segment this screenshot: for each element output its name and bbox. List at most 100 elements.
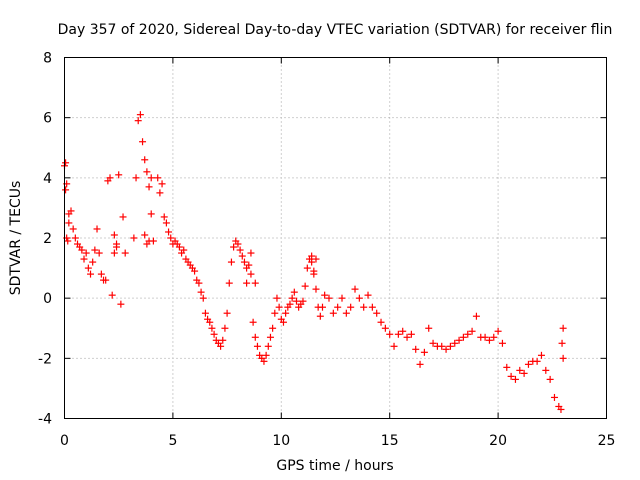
data-point [110, 231, 118, 239]
data-point [219, 336, 227, 344]
data-point [290, 288, 298, 296]
data-point [342, 309, 350, 317]
data-point [134, 117, 142, 125]
data-point [191, 267, 199, 275]
data-point [520, 369, 528, 377]
data-point [230, 243, 238, 251]
data-point [78, 246, 86, 254]
data-point [524, 360, 532, 368]
data-point [62, 159, 70, 167]
data-point [442, 345, 450, 353]
data-point [82, 249, 90, 257]
data-point [394, 330, 402, 338]
data-point [282, 309, 290, 317]
data-point [390, 342, 398, 350]
data-point [329, 309, 337, 317]
data-point [351, 285, 359, 293]
data-point [301, 282, 309, 290]
data-point [160, 213, 168, 221]
data-point [121, 249, 129, 257]
data-point [93, 225, 101, 233]
y-tick-label: -4 [38, 412, 52, 428]
data-point [65, 219, 73, 227]
data-point [334, 303, 342, 311]
data-point [325, 294, 333, 302]
data-point [71, 234, 79, 242]
data-point [542, 366, 550, 374]
data-point [546, 375, 554, 383]
data-point [132, 174, 140, 182]
data-point [468, 327, 476, 335]
data-point [399, 327, 407, 335]
data-point [240, 258, 248, 266]
data-point [425, 324, 433, 332]
data-point [438, 342, 446, 350]
data-point [223, 309, 231, 317]
y-tick-label: 4 [43, 171, 52, 187]
data-point [455, 336, 463, 344]
chart-title: Day 357 of 2020, Sidereal Day-to-day VTE… [58, 22, 613, 38]
data-point [412, 345, 420, 353]
x-tick-label: 20 [489, 433, 507, 449]
data-point [95, 249, 103, 257]
data-point [416, 360, 424, 368]
y-axis-label: SDTVAR / TECUs [8, 181, 24, 296]
data-point [249, 318, 257, 326]
data-point [321, 291, 329, 299]
data-point [403, 333, 411, 341]
data-point [139, 138, 147, 146]
data-point [210, 330, 218, 338]
data-point [429, 339, 437, 347]
data-point [197, 288, 205, 296]
data-point [533, 357, 541, 365]
data-point [490, 333, 498, 341]
data-point [299, 297, 307, 305]
data-point [260, 357, 268, 365]
data-point [451, 339, 459, 347]
data-point [347, 303, 355, 311]
data-point [557, 405, 565, 413]
data-point [251, 279, 259, 287]
y-tick-label: 8 [43, 51, 52, 67]
data-point [234, 240, 242, 248]
plot-frame [64, 57, 607, 419]
data-point [312, 255, 320, 263]
data-point [143, 168, 151, 176]
data-point [381, 324, 389, 332]
data-point [420, 348, 428, 356]
data-point [162, 219, 170, 227]
data-point [89, 258, 97, 266]
data-point [308, 252, 316, 260]
data-point [472, 312, 480, 320]
data-point [559, 324, 567, 332]
y-tick-label: 0 [43, 291, 52, 307]
data-point [507, 372, 515, 380]
data-point [238, 252, 246, 260]
data-point [119, 213, 127, 221]
data-point [69, 225, 77, 233]
data-point [386, 330, 394, 338]
x-tick-label: 0 [60, 433, 69, 449]
data-point [113, 243, 121, 251]
y-tick-label: 6 [43, 111, 52, 127]
data-point [145, 237, 153, 245]
data-point [446, 342, 454, 350]
data-point [62, 186, 70, 194]
data-point [275, 303, 283, 311]
data-point [167, 234, 175, 242]
data-point [115, 171, 123, 179]
data-point [516, 366, 524, 374]
data-point [269, 324, 277, 332]
data-point [360, 303, 368, 311]
data-point [312, 285, 320, 293]
x-tick-label: 15 [381, 433, 399, 449]
data-point [84, 264, 92, 272]
data-point [80, 255, 88, 263]
data-point [217, 342, 225, 350]
data-point [288, 294, 296, 302]
data-point [64, 237, 72, 245]
data-point [199, 294, 207, 302]
data-point [236, 246, 244, 254]
